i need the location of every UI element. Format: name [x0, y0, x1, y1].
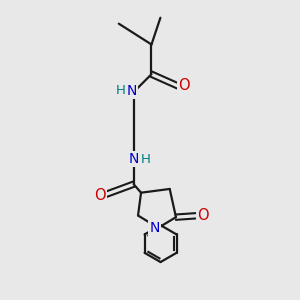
Text: O: O [94, 188, 106, 203]
Text: N: N [127, 84, 137, 98]
Text: O: O [197, 208, 208, 223]
Text: N: N [128, 152, 139, 166]
Text: N: N [149, 221, 160, 236]
Text: H: H [141, 153, 151, 166]
Text: O: O [178, 78, 189, 93]
Text: H: H [116, 84, 126, 98]
